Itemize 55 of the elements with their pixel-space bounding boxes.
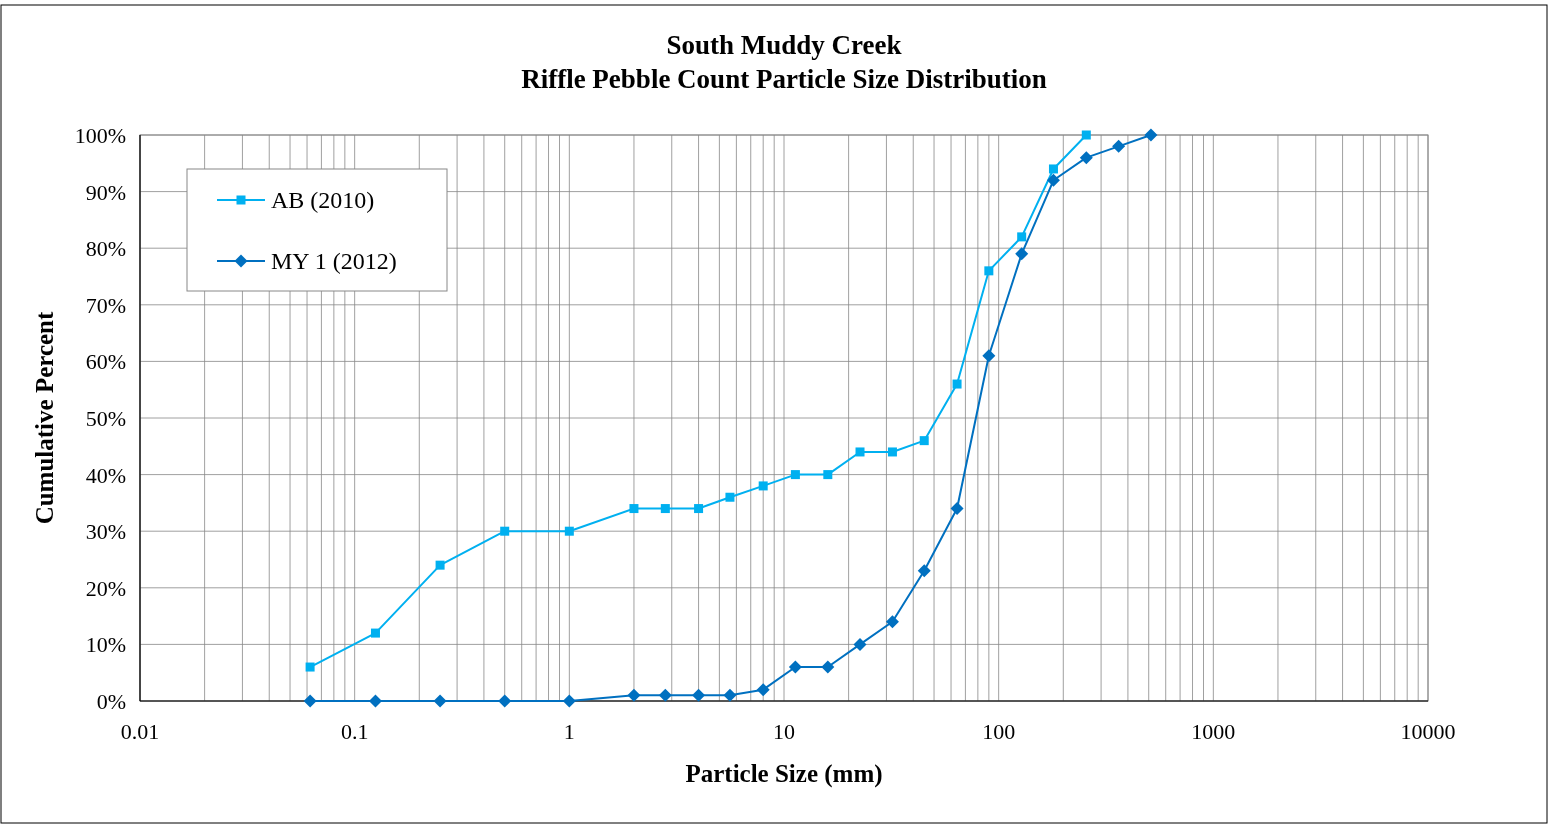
chart-title: South Muddy Creek Riffle Pebble Count Particle Size Distribution — [521, 30, 1047, 94]
x-tick-label: 100 — [982, 719, 1016, 744]
legend-label: AB (2010) — [271, 187, 375, 213]
point — [1079, 151, 1093, 165]
x-tick-label: 10 — [773, 719, 795, 744]
x-tick-label: 0.1 — [340, 719, 369, 744]
y-tick-label: 70% — [85, 292, 126, 318]
point — [1112, 139, 1126, 153]
point — [952, 379, 962, 389]
y-tick-label: 20% — [85, 575, 126, 601]
point — [1017, 232, 1027, 242]
x-axis-title: Particle Size (mm) — [685, 760, 883, 788]
point — [756, 683, 770, 697]
x-tick-label: 10000 — [1400, 719, 1456, 744]
legend-label: MY 1 (2012) — [271, 248, 397, 274]
point — [725, 492, 735, 502]
x-tick-label: 1 — [563, 719, 575, 744]
point — [658, 688, 672, 702]
point — [982, 349, 996, 363]
x-tick-label: 0.01 — [120, 719, 160, 744]
y-axis-title: Cumulative Percent — [31, 310, 58, 525]
y-tick-label: 100% — [74, 123, 126, 148]
y-tick-label: 80% — [85, 236, 126, 262]
point — [1048, 164, 1058, 174]
y-tick-label: 90% — [85, 179, 126, 205]
point — [821, 660, 835, 674]
point — [723, 688, 737, 702]
point — [694, 504, 704, 514]
y-tick-label: 30% — [85, 519, 126, 545]
point — [758, 481, 768, 491]
point — [1081, 130, 1091, 140]
point — [1144, 128, 1158, 142]
y-tick-label: 60% — [85, 349, 126, 375]
point — [855, 447, 865, 457]
point — [660, 504, 670, 514]
point — [885, 615, 899, 629]
point — [627, 688, 641, 702]
point — [853, 637, 867, 651]
point — [692, 688, 706, 702]
point — [917, 564, 931, 578]
point — [950, 502, 964, 516]
point — [919, 436, 929, 446]
point — [788, 660, 802, 674]
point — [1046, 173, 1060, 187]
point — [1015, 247, 1029, 261]
point — [823, 470, 833, 480]
x-tick-label: 1000 — [1191, 719, 1236, 744]
point — [984, 266, 994, 276]
point — [790, 470, 800, 480]
y-tick-label: 50% — [85, 406, 126, 431]
point — [629, 504, 639, 514]
y-tick-label: 0% — [96, 689, 126, 714]
point — [887, 447, 897, 457]
y-tick-label: 10% — [85, 632, 126, 658]
y-tick-label: 40% — [85, 462, 126, 488]
